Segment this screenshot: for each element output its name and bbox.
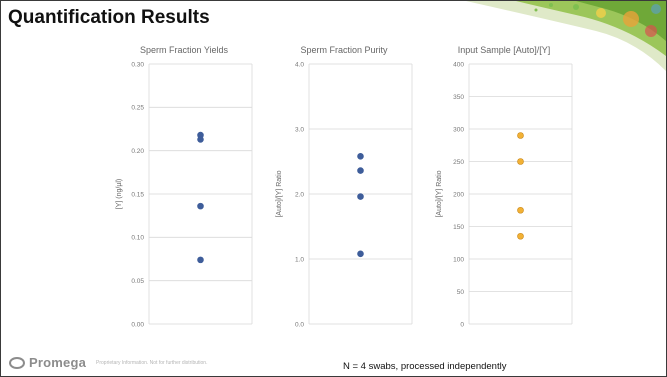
plot-area: 0 50 100 150 200 250 300 350 400 [Auto]/[Y] Ratio [436, 61, 573, 328]
data-point [357, 193, 364, 200]
y-tick-label: 0 [460, 321, 464, 328]
data-point [357, 250, 364, 258]
data-point [357, 153, 364, 160]
chart-sperm-fraction-purity: Sperm Fraction Purity 0.0 1.0 2.0 3.0 4.0 [Au… [269, 39, 419, 339]
y-tick-label: 0.10 [131, 235, 144, 242]
data-point [517, 158, 524, 165]
y-tick-label: 200 [453, 191, 464, 198]
plot-area: 0.00 0.05 0.10 0.15 0.20 0.25 0.30 [Y] (ng/µl) [116, 61, 253, 328]
y-tick-label: 50 [457, 289, 465, 296]
y-tick-label: 100 [453, 256, 464, 263]
y-tick-label: 3.0 [295, 126, 304, 133]
chart-title: Input Sample [Auto]/[Y] [457, 45, 551, 55]
y-tick-label: 0.05 [131, 278, 144, 285]
slide-title: Quantification Results [8, 7, 210, 28]
y-tick-label: 0.25 [131, 105, 144, 112]
y-axis-label: [Auto]/[Y] Ratio [276, 170, 283, 217]
y-tick-label: 1.0 [295, 256, 304, 263]
y-tick-label: 0.00 [131, 321, 144, 328]
footer-confidentiality-note: Proprietary Information. Not for further… [96, 359, 208, 366]
data-point [197, 202, 204, 210]
data-point [197, 136, 204, 143]
y-tick-label: 0.20 [131, 148, 144, 155]
plot-area: 0.0 1.0 2.0 3.0 4.0 [Auto]/[Y] Ratio [276, 61, 413, 328]
promega-logo: Promega Proprietary Information. Not for… [9, 355, 207, 370]
data-point [197, 256, 204, 264]
y-tick-label: 300 [453, 126, 464, 133]
chart-sperm-fraction-yields: Sperm Fraction Yields 0.00 0.05 0.10 0.15 0.… [109, 39, 259, 339]
y-axis-label: [Y] (ng/µl) [116, 179, 123, 210]
y-tick-label: 0.0 [295, 321, 304, 328]
y-tick-label: 2.0 [295, 191, 304, 198]
y-tick-label: 150 [453, 224, 464, 231]
y-tick-label: 0.30 [131, 61, 144, 68]
y-axis-label: [Auto]/[Y] Ratio [436, 170, 443, 217]
data-point [357, 167, 364, 174]
chart-title: Sperm Fraction Yields [139, 45, 229, 55]
footnote: N = 4 swabs, processed independently [343, 361, 507, 372]
data-point [517, 206, 524, 214]
decorative-banner-image [466, 1, 666, 71]
y-tick-label: 350 [453, 94, 464, 101]
promega-logo-icon [9, 356, 25, 369]
y-tick-label: 250 [453, 159, 464, 166]
chart-title: Sperm Fraction Purity [300, 45, 388, 55]
y-tick-label: 4.0 [295, 61, 304, 68]
y-tick-label: 0.15 [131, 191, 144, 198]
logo-wordmark: Promega [29, 355, 87, 370]
data-point [517, 232, 524, 240]
y-tick-label: 400 [453, 61, 464, 68]
chart-input-sample-ratio: Input Sample [Auto]/[Y] 0 50 100 150 200 250 3… [429, 39, 579, 339]
data-point [517, 132, 524, 139]
